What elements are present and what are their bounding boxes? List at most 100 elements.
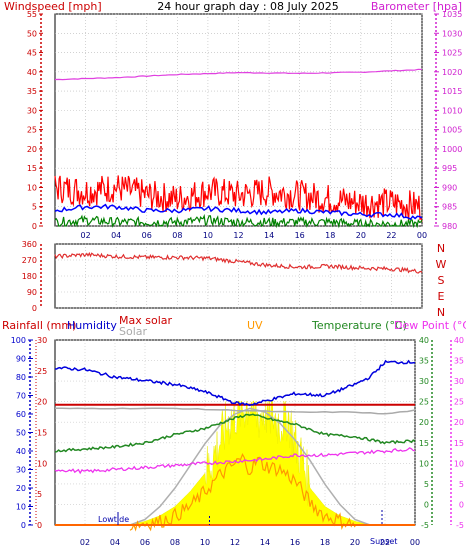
chart-title: 24 hour graph day : 08 July 2025 [157, 0, 339, 13]
baro-ytick-label: 1010 [442, 106, 462, 115]
temp-ytick-label: 40 [419, 336, 429, 345]
dewpoint-ytick-label: -5 [456, 521, 464, 530]
wind-xtick-label: 20 [356, 231, 366, 240]
dewpoint-ytick-label: 15 [454, 439, 464, 448]
baro-ytick-label: 1025 [442, 49, 462, 58]
wind-xtick-label: 14 [264, 231, 274, 240]
temp-ytick-label: 35 [419, 357, 429, 366]
dewpoint-ytick-label: 10 [454, 459, 464, 468]
windspeed-avg-line [54, 203, 423, 221]
wind-ytick-label: 0 [32, 222, 37, 231]
humidity-ytick-label: 30 [16, 466, 26, 475]
baro-ytick-label: 1030 [442, 29, 462, 38]
uv-line [129, 452, 356, 532]
humidity-ytick-label: 50 [16, 429, 26, 438]
direction-ytick-label: 0 [32, 304, 37, 313]
windspeed-line [54, 213, 423, 229]
wind-xtick-label: 10 [203, 231, 213, 240]
direction-ytick-label: 360 [22, 240, 37, 249]
compass-label: N [437, 242, 445, 255]
humidity-ytick-label: 90 [16, 355, 26, 364]
wind-ytick-label: 5 [32, 203, 37, 212]
humidity-ytick-label: 0 [21, 521, 26, 530]
temp-ytick-label: 0 [424, 500, 429, 509]
baro-ytick-label: 990 [442, 183, 457, 192]
temperature-label: Temperature (°C) [311, 319, 407, 332]
wind-xtick-label: 08 [172, 231, 182, 240]
rain-ytick-label: 0 [37, 521, 42, 530]
rain-ytick-label: 5 [37, 490, 42, 499]
sunset-annotation: Sunset [370, 537, 397, 546]
wind-xtick-label: 04 [111, 231, 121, 240]
temp-ytick-label: 20 [419, 418, 429, 427]
uv-label: UV [247, 319, 263, 332]
dew-point-label: Dew Point (°C) [394, 319, 466, 332]
wind-axis-title: Windspeed [mph] [4, 0, 102, 13]
weather-xtick-label: 02 [80, 538, 90, 547]
dewpoint-ytick-label: 0 [459, 500, 464, 509]
compass-label: N [437, 306, 445, 319]
dewpoint-ytick-label: 20 [454, 418, 464, 427]
solar-label: Solar [119, 325, 148, 338]
direction-ytick-label: 270 [22, 256, 37, 265]
humidity-ytick-label: 60 [16, 410, 26, 419]
weather-xtick-label: 16 [290, 538, 300, 547]
humidity-ytick-label: 20 [16, 484, 26, 493]
weather-xtick-label: 18 [320, 538, 330, 547]
rainfall-label: Rainfall (mm) [2, 319, 76, 332]
baro-ytick-label: 1020 [442, 68, 462, 77]
wind-ytick-label: 40 [27, 68, 37, 77]
wind-ytick-label: 20 [27, 145, 37, 154]
max-solar-label: Max solar [119, 314, 172, 327]
rain-ytick-label: 10 [37, 459, 47, 468]
baro-ytick-label: 1005 [442, 126, 462, 135]
weather-xtick-label: 12 [230, 538, 240, 547]
baro-ytick-label: 995 [442, 164, 457, 173]
wind-xtick-label: 16 [295, 231, 305, 240]
solar-line [54, 407, 416, 415]
wind-xtick-label: 12 [233, 231, 243, 240]
humidity-label: Humidity [67, 319, 117, 332]
max-solar-curve [129, 407, 371, 526]
wind-ytick-label: 55 [27, 10, 37, 19]
humidity-ytick-label: 100 [11, 336, 26, 345]
rain-ytick-label: 15 [37, 429, 47, 438]
dewpoint-ytick-label: 30 [454, 377, 464, 386]
temp-ytick-label: 25 [419, 398, 429, 407]
rain-ytick-label: 20 [37, 398, 47, 407]
wind-ytick-label: 45 [27, 49, 37, 58]
baro-axis-title: Barometer [hpa] [371, 0, 462, 13]
dewpoint-ytick-label: 5 [459, 480, 464, 489]
weather-xtick-label: 10 [200, 538, 210, 547]
wind-ytick-label: 15 [27, 164, 37, 173]
compass-label: E [438, 290, 445, 303]
wind-xtick-label: 02 [80, 231, 90, 240]
temperature-line [54, 413, 416, 453]
weather-xtick-label: 20 [350, 538, 360, 547]
direction-ytick-label: 180 [22, 272, 37, 281]
lowtide-annotation: Lowtide [98, 515, 129, 524]
temp-ytick-label: 10 [419, 459, 429, 468]
wind-ytick-label: 35 [27, 87, 37, 96]
humidity-ytick-label: 70 [16, 392, 26, 401]
baro-ytick-label: 1035 [442, 10, 462, 19]
wind-xtick-label: 06 [142, 231, 152, 240]
wind-ytick-label: 50 [27, 29, 37, 38]
weather-xtick-label: 14 [260, 538, 270, 547]
humidity-line [54, 359, 415, 407]
wind-ytick-label: 10 [27, 183, 37, 192]
wind-ytick-label: 30 [27, 106, 37, 115]
compass-label: S [438, 274, 445, 287]
wind-xtick-label: 22 [386, 231, 396, 240]
dewpoint-ytick-label: 40 [454, 336, 464, 345]
wind-ytick-label: 25 [27, 126, 37, 135]
weather-xtick-label: 00 [410, 538, 420, 547]
wind-xtick-label: 18 [325, 231, 335, 240]
dew-point-line [54, 447, 416, 475]
humidity-ytick-label: 80 [16, 373, 26, 382]
temp-ytick-label: 5 [424, 480, 429, 489]
baro-ytick-label: 1015 [442, 87, 462, 96]
rain-ytick-label: 25 [37, 367, 47, 376]
direction-ytick-label: 90 [27, 288, 37, 297]
weather-xtick-label: 04 [110, 538, 120, 547]
